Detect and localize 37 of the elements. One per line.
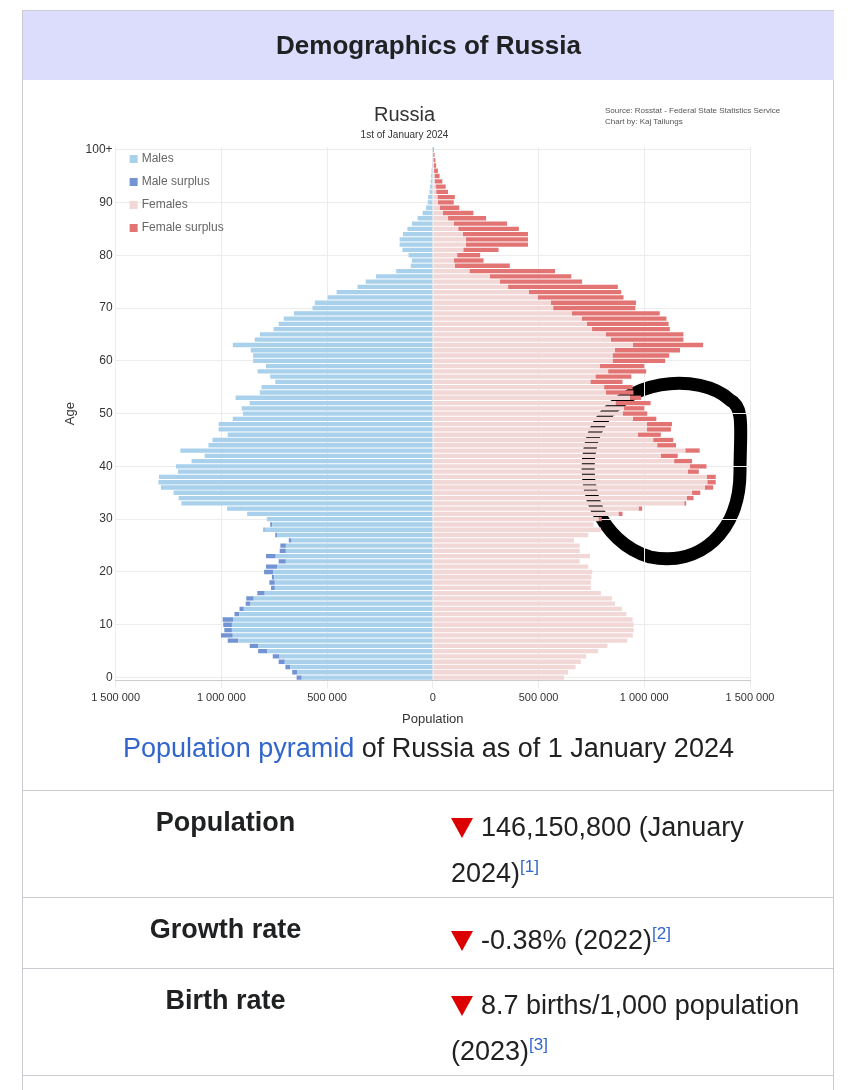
y-tick-label: 70 (99, 300, 113, 315)
y-tick-label: 10 (99, 617, 113, 632)
x-axis-title: Population (402, 710, 464, 726)
y-tick-label: 50 (99, 405, 113, 420)
text: of Russia as of 1 January 2024 (361, 733, 734, 763)
x-tick-label: 0 (429, 690, 436, 703)
text: Population pyramid (123, 733, 355, 763)
y-tick-label: 60 (99, 353, 113, 368)
text: 146,150,800 (January 2024)$^{[1]}$ (451, 812, 744, 888)
x-tick-label: 1 500 000 (725, 690, 775, 703)
y-tick-label: 40 (99, 458, 113, 473)
y-tick-label: 100+ (85, 141, 113, 156)
x-tick-label: 500 000 (307, 690, 347, 703)
text: Chart by: Kaj Tallungs (605, 117, 683, 127)
legend-label: Males (141, 151, 174, 166)
legend-label: Female surplus (141, 220, 224, 235)
text: -0.38% (2022)$^{[2]}$ (481, 924, 672, 955)
chart-title: Russia (373, 102, 436, 125)
y-tick-label: 80 (99, 247, 113, 262)
source-note: Source: Rosstat - Federal State Statistics Service (605, 106, 781, 116)
y-axis-title: Age (62, 402, 78, 426)
text: Growth rate (148, 914, 303, 945)
y-tick-label: 90 (99, 194, 113, 209)
text: Population (154, 807, 297, 838)
x-tick-label: 1 500 000 (91, 690, 141, 703)
legend-label: Females (141, 197, 188, 212)
x-tick-label: 500 000 (518, 690, 559, 703)
legend-label: Male surplus (141, 174, 210, 189)
y-tick-label: 30 (99, 511, 113, 526)
text: Demographics of Russia (23, 11, 834, 80)
y-tick-label: 0 (105, 669, 113, 684)
chart-subtitle: 1st of January 2024 (360, 128, 449, 140)
text: 8.7 births/1,000 population (2023)$^{[3]}$ (451, 990, 800, 1066)
y-tick-label: 20 (99, 564, 113, 579)
x-tick-label: 1 000 000 (619, 690, 669, 703)
text: Birth rate (164, 985, 287, 1016)
x-tick-label: 1 000 000 (196, 690, 246, 703)
